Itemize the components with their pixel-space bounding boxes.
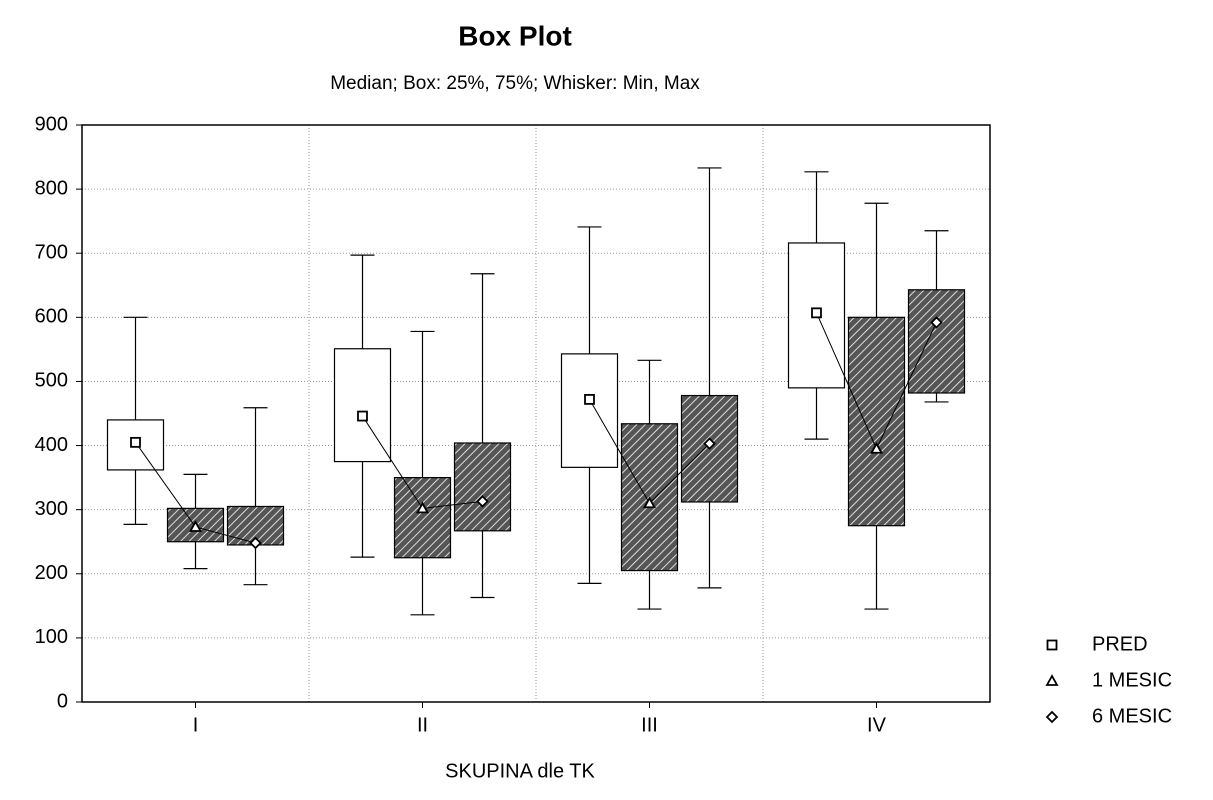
box — [560, 353, 619, 468]
x-tick-label: III — [641, 714, 658, 736]
x-tick-label: II — [417, 714, 428, 736]
x-axis-label: SKUPINA dle TK — [445, 760, 595, 782]
box — [847, 316, 906, 527]
x-tick-label: IV — [867, 714, 887, 736]
chart-subtitle: Median; Box: 25%, 75%; Whisker: Min, Max — [330, 73, 700, 94]
y-tick-label: 500 — [35, 370, 68, 392]
median-marker — [415, 501, 430, 514]
legend-label: 6 MESIC — [1092, 705, 1172, 727]
y-tick-label: 700 — [35, 242, 68, 264]
y-tick-label: 900 — [35, 113, 68, 135]
median-marker — [130, 436, 141, 448]
y-tick-label: 0 — [57, 690, 68, 712]
plot-frame — [81, 124, 991, 703]
x-tick-label: I — [193, 714, 199, 736]
box — [907, 289, 966, 394]
median-marker — [249, 536, 262, 550]
legend-label: PRED — [1092, 633, 1148, 655]
y-tick-label: 200 — [35, 562, 68, 584]
y-tick-label: 400 — [35, 434, 68, 456]
median-marker — [584, 393, 595, 405]
y-tick-label: 800 — [35, 177, 68, 199]
median-marker — [357, 410, 368, 422]
y-tick-label: 600 — [35, 306, 68, 328]
median-marker — [811, 307, 822, 319]
median-marker — [703, 437, 716, 450]
median-marker — [476, 495, 489, 508]
legend-marker — [1045, 674, 1059, 686]
box — [393, 477, 452, 559]
legend-marker — [1046, 639, 1058, 651]
legend-label: 1 MESIC — [1092, 669, 1172, 691]
median-marker — [188, 520, 203, 532]
chart-title: Box Plot — [458, 20, 572, 51]
legend-marker — [1045, 710, 1059, 724]
median-marker — [869, 441, 884, 454]
median-marker — [930, 316, 943, 329]
median-marker — [642, 496, 657, 509]
y-tick-label: 100 — [35, 626, 68, 648]
y-tick-label: 300 — [35, 498, 68, 520]
box — [333, 348, 392, 463]
box — [453, 442, 512, 532]
